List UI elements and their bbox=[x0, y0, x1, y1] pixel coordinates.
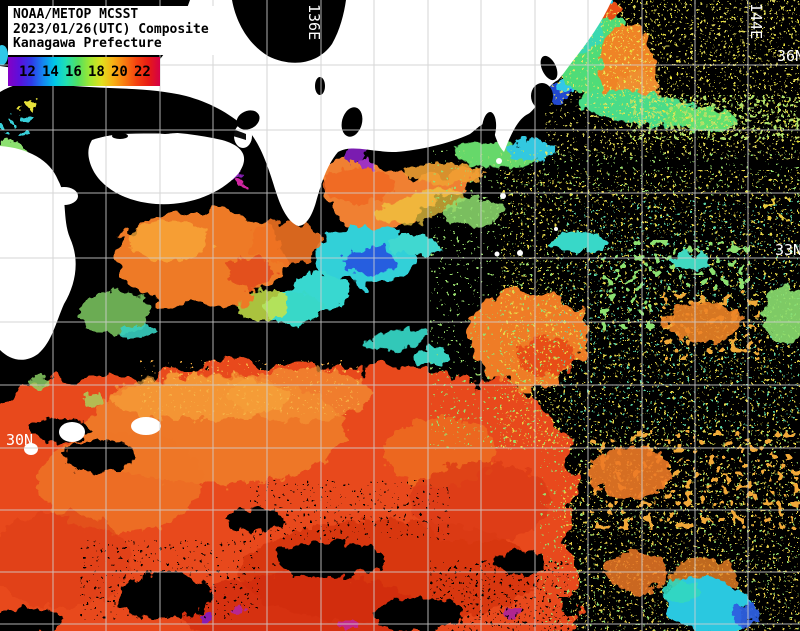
graticule-labels: 136E 144E 36N 33N 30N bbox=[6, 3, 800, 449]
landmass-kyushu-bump bbox=[50, 187, 78, 205]
land-layer bbox=[0, 0, 612, 455]
colorbar-tick-14: 14 bbox=[42, 63, 59, 80]
lat-label-30n: 30N bbox=[6, 431, 33, 449]
small-islands bbox=[24, 158, 558, 455]
bays-inland-water bbox=[96, 55, 558, 144]
title-box: NOAA/METOP MCSST 2023/01/26(UTC) Composi… bbox=[8, 6, 216, 55]
title-line-product: NOAA/METOP MCSST bbox=[13, 7, 139, 22]
landmass-kyushu-bump2 bbox=[48, 253, 68, 267]
sst-east-speckle-field bbox=[430, 150, 800, 450]
colorbar: 12 14 16 18 20 22 bbox=[8, 57, 160, 86]
lon-label-136e: 136E bbox=[305, 4, 323, 40]
colorbar-tick-20: 20 bbox=[111, 63, 128, 80]
sst-southeast-speckle-field bbox=[540, 430, 800, 631]
colorbar-tick-16: 16 bbox=[65, 63, 82, 80]
title-line-region: Kanagawa Prefecture bbox=[13, 36, 162, 51]
colorbar-tick-22: 22 bbox=[134, 63, 151, 80]
cloud-holes bbox=[0, 418, 570, 631]
landmass-honshu bbox=[0, 0, 612, 226]
colorbar-tick-18: 18 bbox=[88, 63, 105, 80]
colorbar-gradient bbox=[8, 57, 160, 86]
lat-label-33n: 33N bbox=[775, 241, 800, 259]
landmass-shikoku bbox=[88, 131, 245, 205]
title-line-date: 2023/01/26(UTC) Composite bbox=[13, 21, 209, 37]
lat-label-36n: 36N bbox=[777, 47, 800, 65]
colorbar-tick-12: 12 bbox=[19, 63, 36, 80]
lon-label-144e: 144E bbox=[747, 3, 765, 39]
